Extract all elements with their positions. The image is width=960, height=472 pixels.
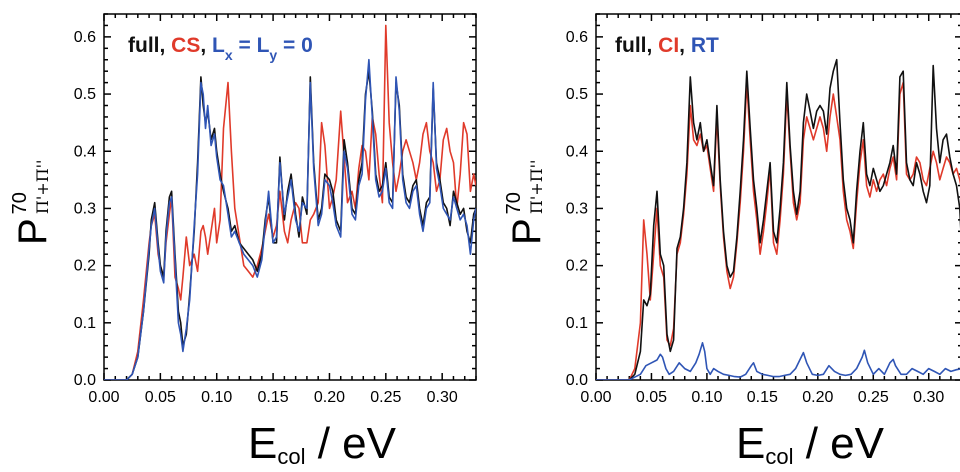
y-tick-label: 0.1 (74, 315, 96, 332)
x-tick-label: 0.30 (913, 389, 944, 406)
y-tick-label: 0.4 (566, 143, 588, 160)
plot-frame (103, 13, 477, 381)
x-tick-label: 0.05 (145, 389, 176, 406)
legend-entry: CI (658, 34, 679, 57)
x-tick-label: 0.15 (747, 389, 778, 406)
x-tick-label: 0.15 (258, 389, 289, 406)
y-tick-label: 0.6 (74, 29, 96, 46)
series-line-full (596, 58, 960, 380)
x-tick-label: 0.05 (636, 389, 667, 406)
x-tick-label: 0.00 (580, 389, 611, 406)
legend: full, CS, Lx = Ly = 0 (128, 34, 313, 63)
y-tick-label: 0.5 (566, 86, 588, 103)
panel-2: 0.00 0.05 0.10 0.15 0.20 0.25 0.30 0.0 0.1 0.2 0.3… (503, 13, 960, 469)
legend-entry: full (128, 34, 160, 57)
legend-entry: RT (691, 34, 719, 57)
y-tick-label: 0.1 (566, 315, 588, 332)
x-tick-label: 0.10 (201, 389, 232, 406)
y-axis-label: P70 Π'+Π'' (9, 160, 55, 245)
legend-entry: CS (171, 34, 200, 57)
x-tick-label: 0.00 (88, 389, 119, 406)
x-tick-label: 0.10 (691, 389, 722, 406)
x-tick-label: 0.30 (427, 389, 458, 406)
y-tick-label: 0.0 (74, 372, 96, 389)
y-tick-label: 0.4 (74, 143, 96, 160)
legend-entry: L (212, 34, 225, 57)
legend-entry: full (615, 34, 647, 57)
x-axis-label: Ecol / eV (736, 419, 885, 469)
x-tick-label: 0.25 (370, 389, 401, 406)
series-line-full (104, 70, 476, 380)
legend-entry: L (257, 34, 270, 57)
y-tick-label: 0.2 (566, 258, 588, 275)
y-tick-label: 0.0 (566, 372, 588, 389)
series-line-rt (596, 342, 960, 380)
y-axis-label: P70 Π'+Π'' (503, 160, 549, 245)
y-tick-label: 0.5 (74, 86, 96, 103)
y-tick-label: 0.3 (566, 200, 588, 217)
x-tick-label: 0.25 (858, 389, 889, 406)
y-tick-label: 0.2 (74, 258, 96, 275)
x-axis-label: Ecol / eV (248, 419, 397, 469)
plot-frame (595, 13, 960, 381)
x-tick-label: 0.20 (314, 389, 345, 406)
y-tick-label: 0.3 (74, 200, 96, 217)
y-tick-label: 0.6 (566, 29, 588, 46)
x-tick-label: 0.20 (802, 389, 833, 406)
panel-1: 0.00 0.05 0.10 0.15 0.20 0.25 0.30 0.0 0.1 0.2 0.3… (9, 13, 477, 469)
series-line-lx-ly-0 (104, 58, 476, 380)
legend: full, CI, RT (615, 34, 719, 57)
series-line-cs (104, 24, 476, 380)
